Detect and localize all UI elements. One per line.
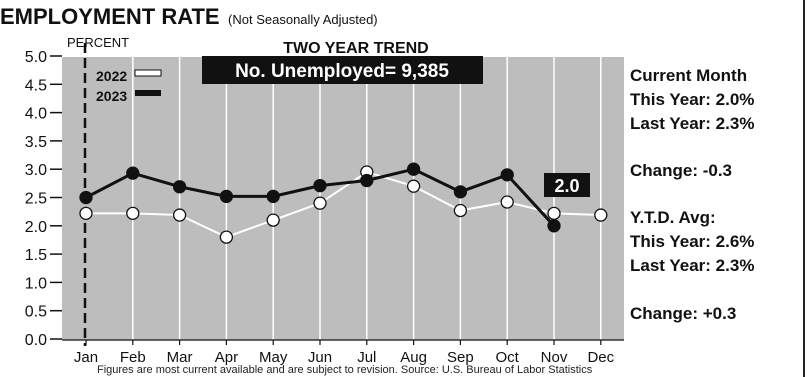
data-point-2022-aug — [406, 179, 421, 193]
data-point-2022-mar — [172, 208, 187, 222]
unemployed-label: No. Unemployed= 9,385 — [235, 61, 449, 82]
latest-value-label: 2.0 — [554, 176, 579, 196]
data-point-2022-feb — [126, 206, 140, 220]
legend: 2022 2023 — [96, 68, 162, 104]
ytd-this-year: This Year: 2.6% — [630, 232, 755, 251]
right-border — [803, 0, 805, 377]
data-point-2022-oct — [500, 195, 514, 209]
ytd-heading: Y.T.D. Avg: — [630, 208, 716, 227]
page-subtitle: (Not Seasonally Adjusted) — [228, 12, 378, 27]
series-line-2022 — [86, 171, 601, 239]
data-point-2023-sep — [453, 185, 468, 199]
data-point-2023-nov — [547, 219, 561, 233]
data-point-2023-jul — [360, 173, 374, 188]
x-tick-label-nov: Nov — [541, 349, 568, 366]
current-month-heading: Current Month — [630, 66, 748, 85]
data-point-2023-feb — [126, 166, 140, 180]
data-point-2022-apr — [219, 230, 234, 244]
title-row: EMPLOYMENT RATE (Not Seasonally Adjusted… — [0, 4, 378, 30]
page-title: EMPLOYMENT RATE — [0, 4, 220, 29]
legend-label-2022: 2022 — [96, 68, 127, 84]
y-tick-label: 1.0 — [25, 275, 47, 292]
x-tick-label-mar: Mar — [167, 349, 193, 366]
data-point-2022-nov — [547, 206, 561, 220]
y-tick-label: 3.0 — [25, 162, 47, 179]
x-tick-label-may: May — [259, 349, 288, 366]
data-point-2023-jan — [79, 190, 93, 205]
legend-label-2023: 2023 — [96, 88, 127, 104]
y-tick-label: 0.0 — [25, 332, 47, 349]
data-point-2023-may — [266, 189, 280, 204]
x-tick-label-jul: Jul — [357, 349, 376, 366]
y-tick-label: 4.5 — [25, 77, 47, 94]
data-point-2023-apr — [219, 189, 234, 204]
x-axis: Jan Feb Mar Apr May Jun Jul Aug Sep Oct Nov Dec — [62, 339, 624, 366]
x-tick-label-dec: Dec — [587, 349, 614, 366]
data-point-2023-jun — [313, 178, 327, 193]
x-tick-label-aug: Aug — [400, 349, 427, 366]
latest-value-box: 2.0 — [544, 173, 590, 197]
legend-swatch-2023 — [135, 90, 161, 96]
data-point-2022-jan — [79, 206, 93, 220]
y-tick-label: 2.0 — [25, 219, 47, 236]
x-tick-label-oct: Oct — [496, 349, 520, 366]
x-tick-label-jan: Jan — [74, 349, 98, 366]
data-point-2022-sep — [453, 203, 468, 218]
current-this-year: This Year: 2.0% — [630, 90, 755, 109]
y-tick-label: 2.5 — [25, 191, 47, 208]
current-last-year: Last Year: 2.3% — [630, 114, 755, 133]
x-tick-label-sep: Sep — [447, 349, 474, 366]
y-axis: 0.0 0.5 1.0 1.5 2.0 2.5 3.0 3.5 4.0 4.5 5.0 — [25, 49, 62, 349]
data-point-2022-may — [266, 213, 280, 227]
y-tick-label: 0.5 — [25, 304, 47, 321]
x-tick-label-feb: Feb — [120, 349, 146, 366]
data-point-2023-aug — [406, 162, 421, 176]
series-layer — [79, 162, 608, 244]
data-point-2023-oct — [500, 168, 514, 182]
x-tick-label-jun: Jun — [308, 349, 332, 366]
y-tick-label: 1.5 — [25, 247, 47, 264]
current-change: Change: -0.3 — [630, 161, 733, 180]
ytd-last-year: Last Year: 2.3% — [630, 256, 755, 275]
data-point-2022-jun — [313, 196, 327, 210]
legend-swatch-2022 — [134, 69, 162, 77]
chart-title: TWO YEAR TREND — [283, 40, 428, 57]
y-tick-label: 5.0 — [25, 49, 47, 66]
plot-area — [62, 57, 624, 340]
source-footnote: Figures are most current available and a… — [97, 364, 593, 376]
x-tick-label-apr: Apr — [215, 349, 238, 366]
ytd-change: Change: +0.3 — [630, 304, 737, 323]
y-axis-label: PERCENT — [67, 35, 129, 50]
unemployed-label-box: No. Unemployed= 9,385 — [202, 56, 483, 84]
y-tick-label: 3.5 — [25, 134, 47, 151]
unemployed-label-background — [202, 56, 483, 84]
y-tick-label: 4.0 — [25, 106, 47, 123]
latest-value-background — [544, 173, 590, 197]
data-point-2023-mar — [172, 180, 187, 194]
data-point-2022-dec — [594, 208, 608, 222]
